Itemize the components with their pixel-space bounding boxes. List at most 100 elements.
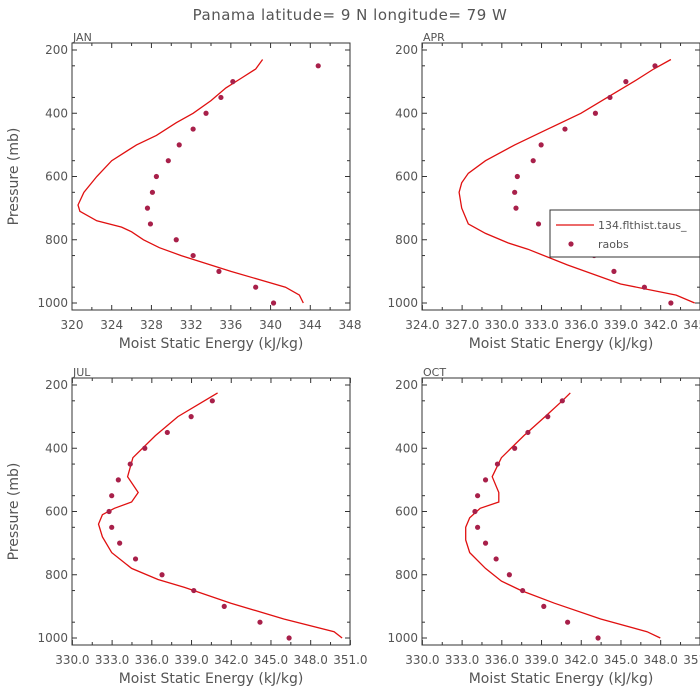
model-line	[97, 392, 343, 639]
y-tick-label: 400	[45, 106, 68, 120]
raob-point	[530, 158, 536, 164]
y-axis-label: Pressure (mb)	[6, 463, 22, 561]
raob-point	[190, 126, 196, 132]
raob-point	[142, 445, 148, 451]
legend-box	[549, 209, 700, 258]
y-tick-label: 200	[395, 43, 418, 57]
raob-point	[611, 268, 617, 274]
y-tick-label: 400	[395, 441, 418, 455]
legend-dot-swatch	[568, 241, 574, 247]
y-tick-label: 600	[45, 505, 68, 519]
x-tick-label: 333.0	[524, 318, 558, 332]
plot-frame	[71, 377, 351, 646]
x-tick-label: 330.0	[55, 653, 89, 667]
x-tick-label: 348	[339, 318, 362, 332]
x-tick-label: 336.0	[485, 653, 519, 667]
y-tick-label: 600	[45, 170, 68, 184]
x-tick-label: 345.0	[683, 318, 700, 332]
raob-point	[165, 158, 171, 164]
panel-title: APR	[423, 31, 445, 44]
raob-point	[188, 414, 194, 420]
chart-panel-oct: OCT 200 400 600 800 1000 330.0 333.0 336.0 339.0 3…	[387, 366, 700, 687]
model-line	[458, 58, 695, 304]
raob-point	[565, 619, 571, 625]
raob-point	[127, 461, 133, 467]
raob-point	[525, 429, 531, 436]
x-tick-label: 348.0	[294, 653, 328, 667]
raob-point	[545, 414, 551, 420]
raob-point	[190, 252, 196, 259]
raob-point	[147, 221, 154, 227]
x-tick-label: 330.0	[485, 318, 519, 332]
raob-point	[106, 508, 112, 515]
raob-point	[506, 572, 512, 578]
raob-point	[164, 429, 170, 436]
y-tick-label: 800	[395, 568, 418, 582]
raob-point	[494, 461, 501, 467]
raob-point	[117, 540, 123, 546]
raob-point	[218, 94, 224, 101]
x-tick-label: 340	[259, 318, 282, 332]
raob-point	[541, 603, 547, 609]
y-tick-label: 800	[45, 568, 68, 582]
raob-point	[668, 300, 674, 306]
x-tick-label: 351.0	[683, 653, 700, 667]
raob-point	[482, 540, 489, 546]
x-tick-label: 320	[61, 318, 84, 332]
panel-title: OCT	[423, 366, 446, 379]
y-tick-label: 800	[395, 233, 418, 247]
model-line	[465, 392, 661, 639]
raob-point	[482, 477, 489, 483]
x-tick-label: 339.0	[524, 653, 558, 667]
figure-title: Panama latitude= 9 N longitude= 79 W	[193, 6, 508, 24]
x-tick-label: 342.0	[214, 653, 248, 667]
plot-frame	[421, 42, 700, 311]
raob-point	[203, 110, 209, 116]
raob-point	[115, 477, 121, 483]
raob-point	[595, 635, 601, 641]
raob-point	[535, 221, 542, 227]
raob-point	[209, 398, 215, 404]
y-tick-label: 1000	[37, 631, 68, 645]
raob-point	[513, 205, 519, 211]
x-tick-label: 327.0	[445, 318, 479, 332]
raob-point	[109, 493, 115, 499]
x-tick-label: 339.0	[604, 318, 638, 332]
y-tick-label: 1000	[387, 296, 418, 310]
raob-point	[475, 524, 481, 530]
x-tick-label: 336.0	[564, 318, 598, 332]
raob-point	[559, 398, 565, 404]
raob-point	[493, 556, 499, 562]
panel-title: JAN	[72, 31, 92, 44]
raob-point	[538, 142, 544, 148]
x-tick-label: 342.0	[564, 653, 598, 667]
x-axis-label: Moist Static Energy (kJ/kg)	[119, 671, 304, 687]
raob-point	[216, 268, 222, 274]
x-tick-label: 328	[140, 318, 163, 332]
raob-point	[512, 445, 518, 451]
raob-point	[191, 587, 197, 594]
x-tick-label: 333.0	[95, 653, 129, 667]
legend: 134.flthist.taus_raobs	[549, 209, 700, 258]
x-tick-label: 336	[219, 318, 242, 332]
raob-point	[144, 205, 151, 211]
x-tick-label: 344	[299, 318, 322, 332]
raob-point	[257, 619, 263, 625]
x-tick-label: 339.0	[174, 653, 208, 667]
y-tick-label: 200	[395, 378, 418, 392]
raob-point	[562, 126, 568, 132]
x-axis-label: Moist Static Energy (kJ/kg)	[469, 336, 654, 352]
x-tick-label: 345.0	[604, 653, 638, 667]
raob-point	[176, 142, 182, 148]
x-tick-label: 333.0	[445, 653, 479, 667]
x-tick-label: 332	[180, 318, 203, 332]
y-tick-label: 600	[395, 505, 418, 519]
raob-point	[149, 189, 156, 195]
panels: JAN 200 400 600 800 1000 320 324 328 332 336 340 344…	[6, 31, 700, 687]
raob-point	[514, 173, 520, 180]
raob-point	[132, 556, 139, 562]
raob-point	[475, 493, 481, 499]
panel-title: JUL	[72, 366, 91, 379]
y-tick-label: 800	[45, 233, 68, 247]
